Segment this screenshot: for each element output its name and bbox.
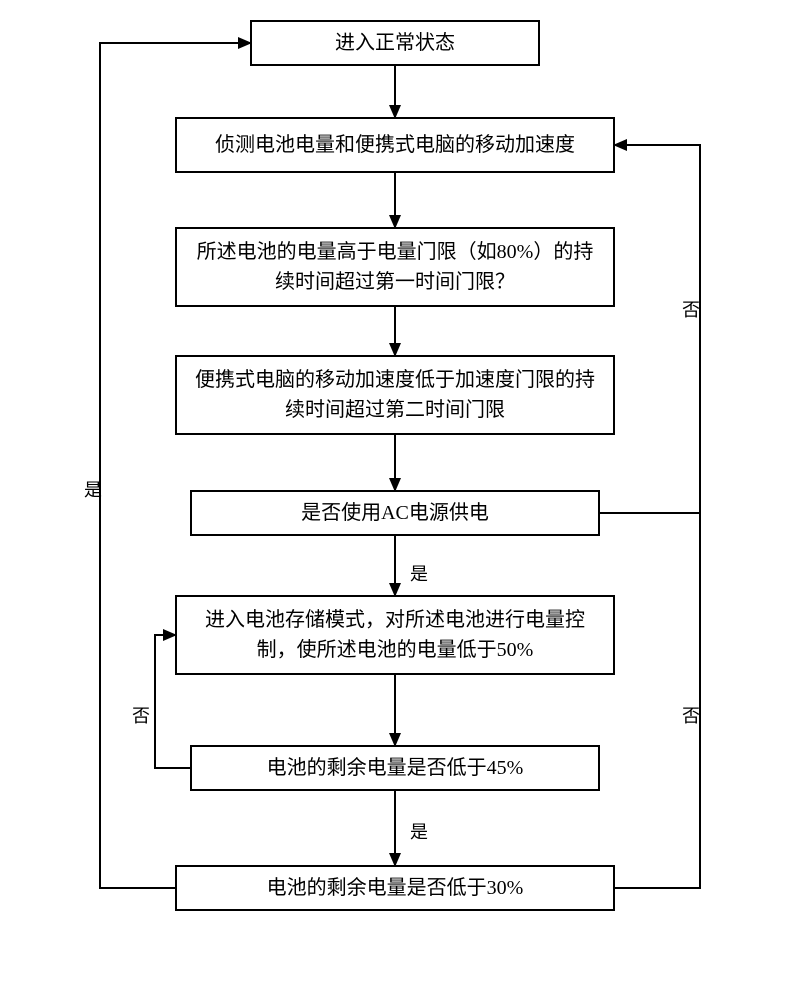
flow-box-text: 便携式电脑的移动加速度低于加速度门限的持续时间超过第二时间门限 <box>189 365 601 425</box>
label-text: 是 <box>84 480 102 500</box>
edge-label-no-left-1: 否 <box>130 702 152 728</box>
edge-label-no-right-2: 否 <box>680 702 702 728</box>
flow-box-3: 便携式电脑的移动加速度低于加速度门限的持续时间超过第二时间门限 <box>175 355 615 435</box>
label-text: 否 <box>682 300 700 320</box>
flow-box-6: 电池的剩余电量是否低于45% <box>190 745 600 791</box>
edge-label-no-right-1: 否 <box>680 296 702 322</box>
flow-box-4: 是否使用AC电源供电 <box>190 490 600 536</box>
edge-label-yes-mid-1: 是 <box>408 560 430 586</box>
flow-box-2: 所述电池的电量高于电量门限（如80%）的持续时间超过第一时间门限？ <box>175 227 615 307</box>
flow-box-5: 进入电池存储模式，对所述电池进行电量控制，使所述电池的电量低于50% <box>175 595 615 675</box>
edge-label-yes-mid-2: 是 <box>408 818 430 844</box>
label-text: 是 <box>410 822 428 842</box>
flow-box-text: 是否使用AC电源供电 <box>301 498 489 528</box>
flow-box-text: 侦测电池电量和便携式电脑的移动加速度 <box>215 130 575 160</box>
flow-box-text: 进入正常状态 <box>335 28 455 58</box>
edge-label-yes-left-1: 是 <box>82 476 104 502</box>
flow-box-1: 侦测电池电量和便携式电脑的移动加速度 <box>175 117 615 173</box>
label-text: 是 <box>410 564 428 584</box>
flow-box-text: 电池的剩余电量是否低于45% <box>267 753 524 783</box>
flow-box-7: 电池的剩余电量是否低于30% <box>175 865 615 911</box>
flow-box-0: 进入正常状态 <box>250 20 540 66</box>
flow-box-text: 电池的剩余电量是否低于30% <box>267 873 524 903</box>
label-text: 否 <box>682 706 700 726</box>
flow-box-text: 所述电池的电量高于电量门限（如80%）的持续时间超过第一时间门限？ <box>189 237 601 297</box>
flow-box-text: 进入电池存储模式，对所述电池进行电量控制，使所述电池的电量低于50% <box>189 605 601 665</box>
label-text: 否 <box>132 706 150 726</box>
